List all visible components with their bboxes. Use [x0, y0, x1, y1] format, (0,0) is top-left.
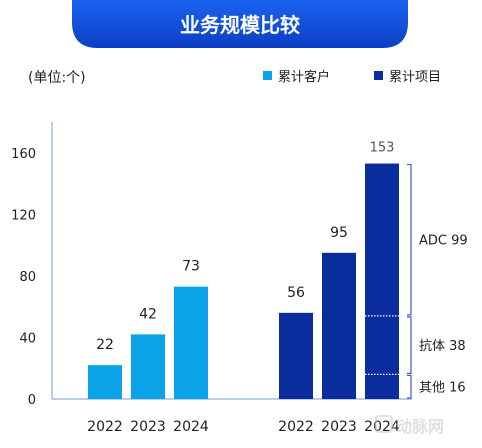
bar	[131, 334, 165, 399]
x-tick-label: 2023	[321, 419, 357, 435]
title-banner	[72, 0, 408, 48]
bar-value-label: 56	[287, 285, 305, 301]
y-tick-label: 80	[19, 270, 36, 285]
bar-value-label: 153	[370, 141, 395, 156]
y-tick-label: 120	[11, 208, 36, 223]
watermark-text: 动脉网	[396, 417, 444, 436]
watermark: 动脉网	[375, 415, 444, 436]
y-tick-label: 0	[28, 393, 36, 408]
x-tick-label: 2022	[87, 419, 123, 435]
stack-brackets: 其他 16 抗体 38 ADC 99	[365, 163, 468, 399]
bar	[88, 365, 122, 399]
legend-label-customers: 累计客户	[278, 69, 330, 85]
bar	[322, 252, 356, 399]
bar-value-label: 42	[139, 306, 157, 322]
stack-bracket	[407, 374, 412, 399]
x-tick-label: 2022	[278, 419, 314, 435]
chart-title: 业务规模比较	[180, 13, 300, 37]
stack-label: 其他 16	[419, 381, 466, 396]
legend-swatch-customers	[263, 71, 272, 80]
x-tick-label: 2024	[173, 419, 209, 435]
y-tick-label: 40	[19, 331, 36, 346]
stack-label: 抗体 38	[419, 339, 466, 354]
bar	[174, 286, 208, 399]
stack-bracket	[407, 163, 412, 316]
stack-label: ADC 99	[419, 234, 468, 249]
bar-value-label: 22	[96, 337, 114, 353]
legend-swatch-projects	[374, 71, 383, 80]
legend-label-projects: 累计项目	[389, 70, 441, 85]
bar	[279, 312, 313, 399]
y-tick-labels: 0 40 80 120 160	[11, 147, 36, 408]
unit-label: (单位:个)	[28, 70, 86, 86]
watermark-icon	[375, 415, 393, 433]
bar-value-label: 95	[330, 225, 348, 241]
y-tick-label: 160	[11, 147, 36, 162]
stack-bracket	[407, 316, 412, 374]
bar-value-label: 73	[182, 259, 200, 275]
x-tick-label: 2023	[130, 419, 166, 435]
bar	[365, 163, 399, 399]
